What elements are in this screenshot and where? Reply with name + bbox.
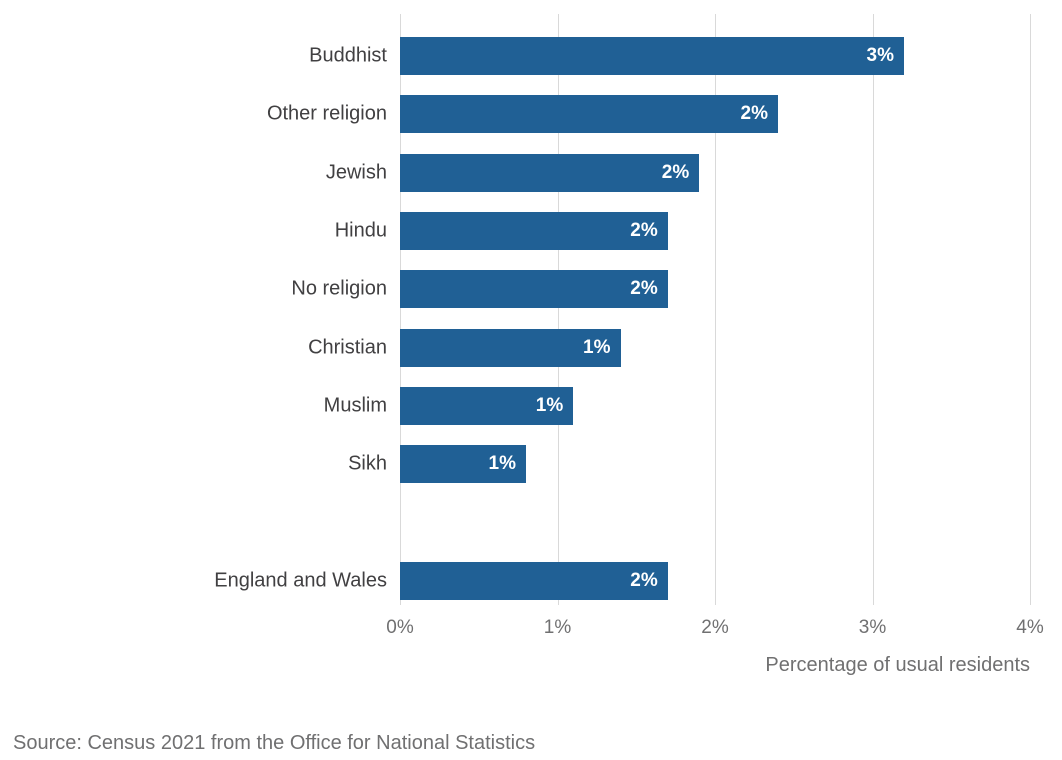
x-tick-label: 4%: [1016, 617, 1044, 638]
bar: 2%: [400, 95, 778, 134]
bar: 2%: [400, 211, 668, 250]
x-axis-title: Percentage of usual residents: [765, 654, 1030, 676]
category-label: No religion: [291, 277, 387, 300]
bar-value-label: 3%: [866, 45, 894, 66]
source-text: Source: Census 2021 from the Office for …: [13, 732, 536, 754]
category-label: Hindu: [334, 219, 387, 242]
bar-value-label: 2%: [630, 219, 658, 241]
bar-row: No religion 2%: [291, 270, 1030, 309]
bar-row: Christian 1%: [308, 328, 1030, 367]
x-tick-label: 3%: [858, 617, 887, 638]
bar-value-label: 2%: [661, 161, 690, 183]
bar: 3%: [400, 37, 904, 75]
bar-row: Buddhist 3%: [309, 37, 1030, 75]
category-label: England and Wales: [214, 569, 387, 592]
bar-value-label: 1%: [488, 453, 516, 475]
bar: 2%: [400, 270, 668, 309]
bar: 1%: [400, 445, 526, 484]
bar-row: Sikh 1%: [348, 445, 1030, 484]
category-label: Other religion: [266, 102, 387, 125]
category-label: Christian: [308, 336, 387, 358]
bar: 1%: [400, 328, 621, 367]
bar-value-label: 2%: [630, 570, 658, 591]
bar: 1%: [400, 386, 574, 425]
category-label: Sikh: [348, 452, 387, 475]
x-tick-label: 0%: [386, 617, 414, 638]
gridline: [557, 14, 559, 605]
bar-row: Jewish 2%: [326, 153, 1030, 192]
bar-row: Hindu 2%: [335, 211, 1030, 250]
bar-row: Other religion 2%: [267, 95, 1030, 134]
bar-value-label: 1%: [583, 336, 611, 358]
category-label: Buddhist: [309, 44, 387, 67]
gridline: [400, 14, 401, 605]
bar-row: England and Wales 2%: [214, 562, 1030, 600]
bar: 2%: [400, 153, 700, 192]
bar-value-label: 2%: [630, 278, 658, 300]
gridline: [872, 14, 874, 605]
x-tick-label: 2%: [701, 617, 729, 638]
category-label: Jewish: [325, 161, 387, 184]
plot-area: 0% 1% 2% 3% 4% Buddhist 3% Other religion 2% Jewi…: [214, 14, 1044, 638]
x-tick-label: 1%: [543, 617, 572, 638]
category-label: Muslim: [323, 394, 387, 417]
gridline: [1030, 14, 1031, 605]
bar: 2%: [400, 562, 668, 600]
bar-value-label: 1%: [535, 394, 564, 416]
gridline: [715, 14, 716, 605]
bar-value-label: 2%: [740, 103, 768, 125]
bar-row: Muslim 1%: [324, 386, 1030, 425]
